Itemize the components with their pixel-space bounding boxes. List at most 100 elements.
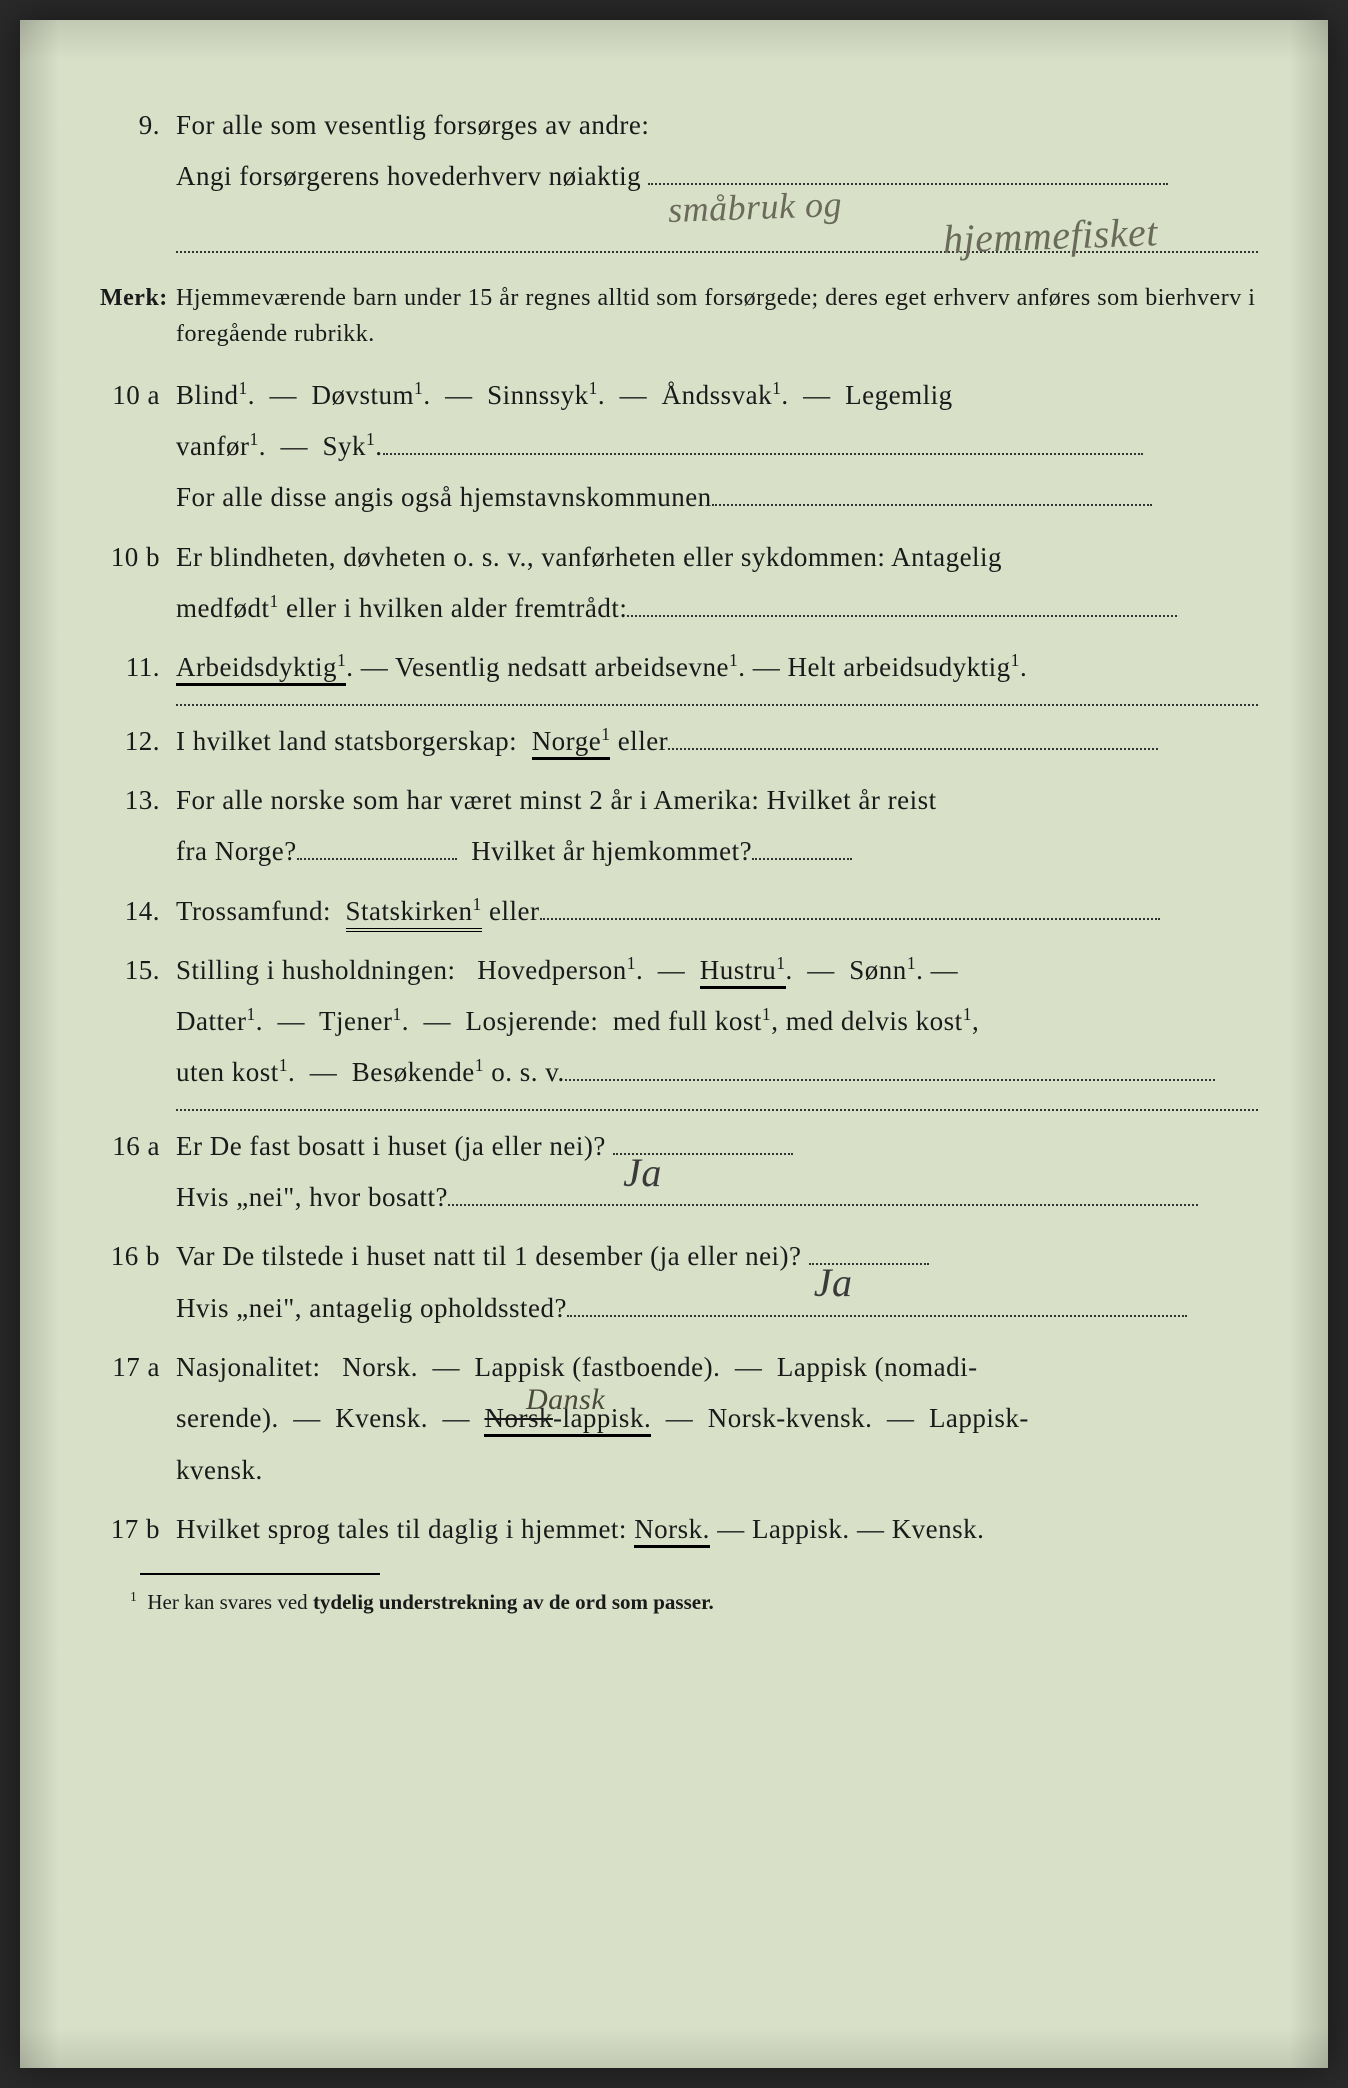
q15-text1: Stilling i husholdningen: <box>176 955 456 985</box>
divider-2 <box>176 1109 1258 1111</box>
footnote-bold: tydelig understrekning av de ord som pas… <box>313 1590 714 1614</box>
q16a-text2: Hvis „nei", hvor bosatt? <box>176 1182 448 1212</box>
q10a-syk: Syk <box>322 431 366 461</box>
q15-losjerende: Losjerende: <box>465 1006 598 1036</box>
footnote: 1 Her kan svares ved tydelig understrekn… <box>130 1589 1258 1615</box>
question-16a: 16 a Er De fast bosatt i huset (ja eller… <box>100 1121 1258 1224</box>
q11-body: Arbeidsdyktig1. — Vesentlig nedsatt arbe… <box>176 642 1258 693</box>
census-form-page: 9. For alle som vesentlig forsørges av a… <box>20 20 1328 2068</box>
q15-number: 15. <box>100 945 176 1099</box>
q11-arbeidsdyktig: Arbeidsdyktig1 <box>176 652 346 686</box>
q10b-medfodt: medfødt <box>176 593 269 623</box>
q16a-text1: Er De fast bosatt i huset (ja eller nei)… <box>176 1131 606 1161</box>
q13-number: 13. <box>100 775 176 878</box>
q11-udyktig: Helt arbeidsudyktig <box>787 652 1010 682</box>
q15-sonn: Sønn <box>849 955 907 985</box>
q15-hovedperson: Hovedperson <box>477 955 626 985</box>
q10a-dovstum: Døvstum <box>312 380 415 410</box>
q15-datter: Datter <box>176 1006 246 1036</box>
q17a-lappiskkv: Lappisk- <box>929 1403 1029 1433</box>
q13-line1: For alle norske som har været minst 2 år… <box>176 775 1258 826</box>
q15-body: Stilling i husholdningen: Hovedperson1. … <box>176 945 1258 1099</box>
q10a-legemlig: Legemlig <box>845 380 952 410</box>
q10a-vanfor: vanfør <box>176 431 249 461</box>
q17a-body: Nasjonalitet: Norsk. — Lappisk (fastboen… <box>176 1342 1258 1496</box>
q17b-body: Hvilket sprog tales til daglig i hjemmet… <box>176 1504 1258 1555</box>
q16b-number: 16 b <box>100 1231 176 1334</box>
q13-franorge: fra Norge? <box>176 836 297 866</box>
q13-hjemkommet: Hvilket år hjemkommet? <box>471 836 752 866</box>
q12-norge: Norge1 <box>532 726 611 760</box>
q16b-body: Var De tilstede i huset natt til 1 desem… <box>176 1231 1258 1334</box>
q10a-number: 10 a <box>100 370 176 524</box>
q13-body: For alle norske som har været minst 2 år… <box>176 775 1258 878</box>
q16b-hw: Ja <box>814 1245 853 1321</box>
q15-osv: o. s. v. <box>491 1057 565 1087</box>
merk-note: Merk: Hjemmeværende barn under 15 år reg… <box>100 280 1258 352</box>
question-16b: 16 b Var De tilstede i huset natt til 1 … <box>100 1231 1258 1334</box>
q17a-kvensk: Kvensk. <box>335 1403 428 1433</box>
q17b-norsk: Norsk. <box>634 1514 710 1548</box>
q12-number: 12. <box>100 716 176 767</box>
question-13: 13. For alle norske som har været minst … <box>100 775 1258 878</box>
q17b-lappisk: Lappisk. <box>752 1514 850 1544</box>
q9-line1: For alle som vesentlig forsørges av andr… <box>176 100 1258 151</box>
q9-line2a: Angi forsørgerens hovederhverv nøiaktig <box>176 161 641 191</box>
question-11: 11. Arbeidsdyktig1. — Vesentlig nedsatt … <box>100 642 1258 693</box>
q17a-norskkvensk: Norsk-kvensk. <box>708 1403 873 1433</box>
q10a-andssvak: Åndssvak <box>662 380 773 410</box>
q16a-number: 16 a <box>100 1121 176 1224</box>
q11-number: 11. <box>100 642 176 693</box>
q9-number: 9. <box>100 100 176 270</box>
question-14: 14. Trossamfund: Statskirken1 eller <box>100 886 1258 937</box>
q17a-number: 17 a <box>100 1342 176 1496</box>
q15-hustru: Hustru1 <box>700 955 786 989</box>
merk-text: Hjemmeværende barn under 15 år regnes al… <box>176 280 1258 352</box>
question-9: 9. For alle som vesentlig forsørges av a… <box>100 100 1258 270</box>
q15-fullkost: med full kost <box>613 1006 762 1036</box>
q15-utenkost: uten kost <box>176 1057 279 1087</box>
q9-handwriting-2: hjemmefisket <box>942 194 1159 277</box>
q12-body: I hvilket land statsborgerskap: Norge1 e… <box>176 716 1258 767</box>
q15-besokende: Besøkende <box>352 1057 475 1087</box>
q16a-body: Er De fast bosatt i huset (ja eller nei)… <box>176 1121 1258 1224</box>
question-10b: 10 b Er blindheten, døvheten o. s. v., v… <box>100 532 1258 635</box>
q10b-line1: Er blindheten, døvheten o. s. v., vanfør… <box>176 532 1258 583</box>
question-17b: 17 b Hvilket sprog tales til daglig i hj… <box>100 1504 1258 1555</box>
q15-tjener: Tjener <box>319 1006 392 1036</box>
q17a-serende: serende). <box>176 1403 279 1433</box>
q10b-body: Er blindheten, døvheten o. s. v., vanfør… <box>176 532 1258 635</box>
q17a-kvensk2: kvensk. <box>176 1455 263 1485</box>
question-17a: 17 a Nasjonalitet: Norsk. — Lappisk (fas… <box>100 1342 1258 1496</box>
q17a-lappisk-nomad: Lappisk (nomadi- <box>777 1352 978 1382</box>
q14-text1: Trossamfund: <box>176 896 331 926</box>
question-10a: 10 a Blind1. — Døvstum1. — Sinnssyk1. — … <box>100 370 1258 524</box>
q14-body: Trossamfund: Statskirken1 eller <box>176 886 1258 937</box>
q17b-kvensk: Kvensk. <box>892 1514 985 1544</box>
q14-statskirken: Statskirken1 <box>346 896 482 932</box>
q10b-number: 10 b <box>100 532 176 635</box>
q16b-text2: Hvis „nei", antagelig opholdssted? <box>176 1293 567 1323</box>
q10a-hjemstavn: For alle disse angis også hjemstavnskomm… <box>176 482 712 512</box>
q10b-eller: eller i hvilken alder fremtrådt: <box>286 593 627 623</box>
q16b-text1: Var De tilstede i huset natt til 1 desem… <box>176 1241 802 1271</box>
q10a-body: Blind1. — Døvstum1. — Sinnssyk1. — Åndss… <box>176 370 1258 524</box>
q17a-text1: Nasjonalitet: <box>176 1352 320 1382</box>
question-15: 15. Stilling i husholdningen: Hovedperso… <box>100 945 1258 1099</box>
q17a-norsk: Norsk. <box>342 1352 418 1382</box>
divider <box>176 704 1258 706</box>
q17b-text1: Hvilket sprog tales til daglig i hjemmet… <box>176 1514 627 1544</box>
q14-eller: eller <box>489 896 539 926</box>
q9-body: For alle som vesentlig forsørges av andr… <box>176 100 1258 270</box>
q16a-hw: Ja <box>623 1135 662 1211</box>
q14-number: 14. <box>100 886 176 937</box>
footnote-sup: 1 <box>130 1589 137 1604</box>
q12-eller: eller <box>618 726 668 756</box>
q10a-sinnssyk: Sinnssyk <box>487 380 589 410</box>
question-12: 12. I hvilket land statsborgerskap: Norg… <box>100 716 1258 767</box>
q10a-blind: Blind <box>176 380 239 410</box>
q17b-number: 17 b <box>100 1504 176 1555</box>
q12-text1: I hvilket land statsborgerskap: <box>176 726 517 756</box>
merk-label: Merk: <box>100 280 176 352</box>
footnote-text: Her kan svares ved <box>147 1590 307 1614</box>
